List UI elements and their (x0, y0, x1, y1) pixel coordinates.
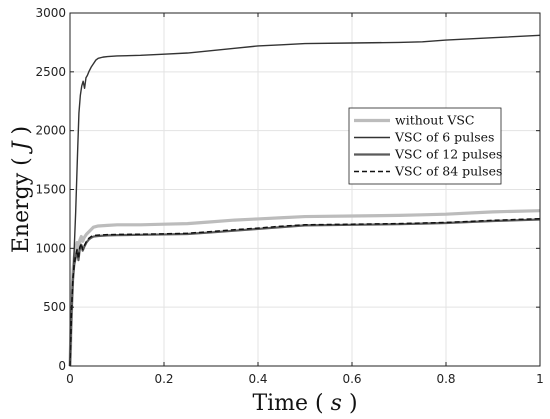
y-tick-label: 2000 (35, 124, 66, 138)
y-axis-label: Energy (9, 172, 34, 253)
series-line-4 (69, 217, 541, 367)
legend-label-4: VSC of 84 pulses (394, 164, 502, 179)
x-tick-label: 0 (66, 372, 74, 386)
legend-label-1: without VSC (395, 113, 475, 128)
x-tick-label: 0.8 (436, 372, 455, 386)
y-axis-paren-close: ) (9, 126, 34, 135)
x-axis-paren-close: ) (349, 391, 358, 416)
legend-label-2: VSC of 6 pulses (394, 130, 494, 145)
y-tick-label: 0 (58, 359, 66, 373)
series-layer (68, 34, 541, 367)
y-tick-label: 3000 (35, 6, 66, 20)
series-line-1 (68, 209, 541, 367)
x-axis-title: Time ( s ) (252, 391, 357, 416)
y-axis-unit: J (9, 140, 34, 154)
x-tick-label: 1 (536, 372, 544, 386)
x-axis-paren-open: ( (315, 391, 324, 416)
y-tick-label: 1000 (35, 241, 66, 255)
x-tick-label: 0.4 (248, 372, 267, 386)
legend-items: without VSC VSC of 6 pulses VSC of 12 puls… (354, 113, 502, 179)
x-tick-label: 0.6 (342, 372, 361, 386)
y-axis-paren-open: ( (9, 157, 34, 166)
y-axis-title: Energy ( J ) (9, 126, 34, 253)
y-tick-label: 500 (43, 300, 66, 314)
tick-layer: 0 0.2 0.4 0.6 0.8 1 0 500 1000 1500 2000 2500 3000 (35, 6, 543, 386)
y-tick-label: 1500 (35, 183, 66, 197)
legend-label-3: VSC of 12 pulses (394, 147, 502, 162)
legend: without VSC VSC of 6 pulses VSC of 12 puls… (348, 107, 502, 185)
x-tick-label: 0.2 (154, 372, 173, 386)
x-axis-label: Time (252, 391, 308, 416)
axis-titles: Time ( s ) Energy ( J ) (9, 126, 358, 416)
series-line-2 (69, 34, 541, 367)
y-tick-label: 2500 (35, 65, 66, 79)
x-axis-unit: s (331, 391, 342, 416)
